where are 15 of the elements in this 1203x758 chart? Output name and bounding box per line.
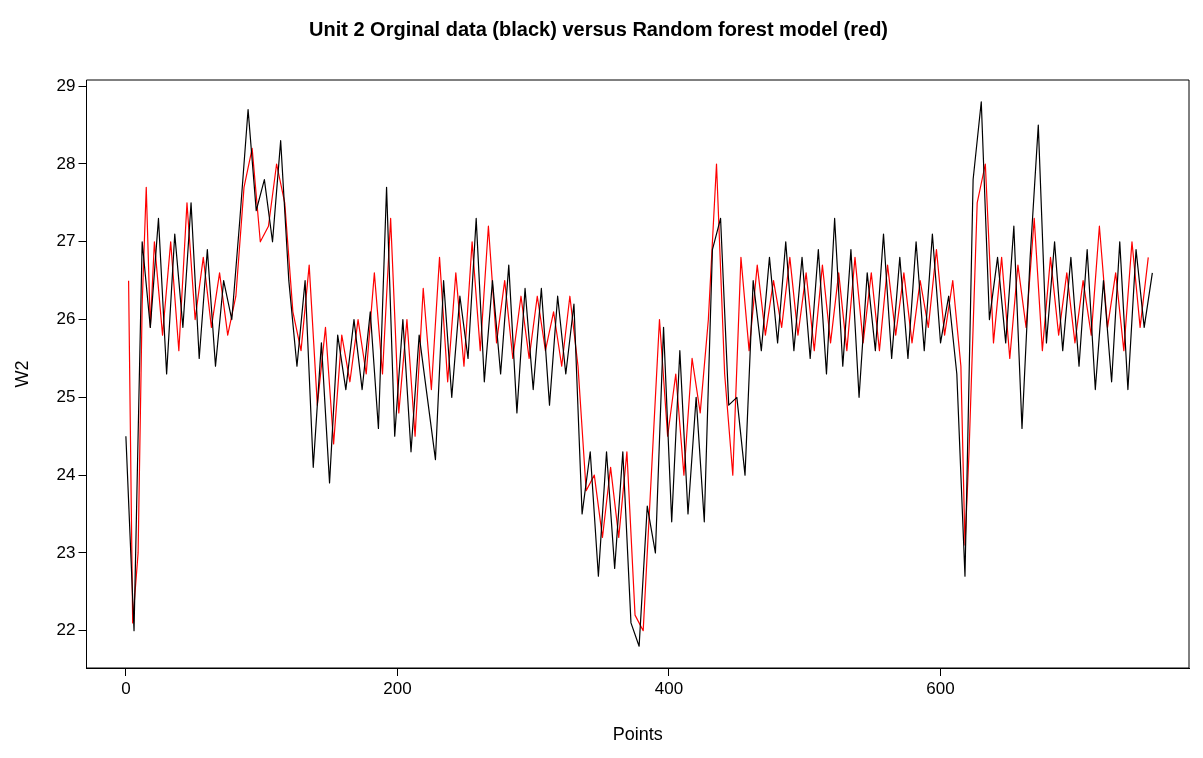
- y-axis-title: W2: [11, 360, 32, 388]
- y-tick-label: 24: [56, 464, 76, 484]
- y-tick-label: 29: [56, 75, 76, 95]
- x-tick-label: 600: [926, 678, 955, 698]
- y-tick-label: 28: [56, 153, 76, 173]
- x-axis-title: Points: [612, 724, 663, 745]
- x-tick-label: 200: [383, 678, 412, 698]
- x-tick-label: 400: [654, 678, 684, 698]
- y-tick-label: 27: [56, 231, 76, 251]
- y-tick-label: 25: [56, 387, 76, 407]
- x-tick-label: 0: [121, 678, 131, 698]
- y-tick-label: 23: [56, 542, 76, 562]
- y-tick-label: 22: [56, 620, 76, 640]
- chart-title: Unit 2 Orginal data (black) versus Random forest model (red): [308, 17, 889, 40]
- y-tick-label: 26: [56, 309, 76, 329]
